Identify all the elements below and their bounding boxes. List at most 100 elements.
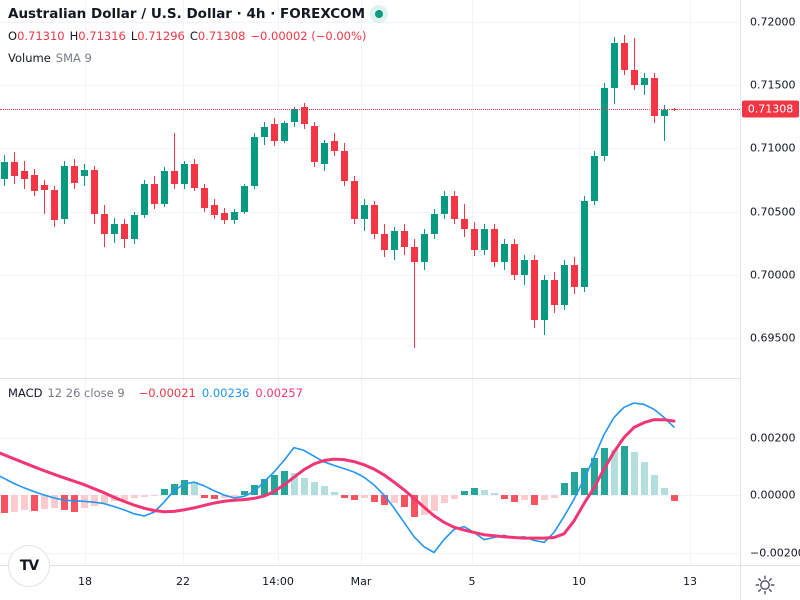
candle bbox=[651, 77, 658, 116]
macd-axis-label: 0.00000 bbox=[750, 488, 796, 502]
time-axis-label: 14:00 bbox=[262, 575, 294, 588]
macd-histogram-bar bbox=[601, 447, 608, 495]
candle bbox=[491, 229, 498, 263]
macd-histogram-bar bbox=[441, 495, 448, 504]
candle bbox=[241, 186, 248, 212]
macd-histogram-bar bbox=[321, 486, 328, 495]
volume-indicator-row[interactable]: Volume SMA 9 bbox=[8, 51, 383, 65]
time-axis-separator bbox=[0, 565, 800, 566]
vertical-gridline bbox=[472, 0, 473, 565]
macd-histogram-bar bbox=[191, 482, 198, 495]
macd-histogram-bar bbox=[241, 490, 248, 495]
market-status-dot-icon[interactable] bbox=[375, 10, 384, 18]
sun-icon[interactable] bbox=[753, 573, 777, 597]
open-label: O bbox=[8, 29, 18, 43]
macd-histogram-bar bbox=[161, 488, 168, 495]
macd-histogram-bar bbox=[101, 495, 108, 504]
time-axis-label: 5 bbox=[468, 575, 476, 588]
candle bbox=[481, 229, 488, 250]
macd-histogram-bar bbox=[71, 495, 78, 512]
macd-histogram-bar bbox=[211, 495, 218, 500]
candle bbox=[601, 87, 608, 156]
candle bbox=[371, 205, 378, 235]
candle bbox=[251, 137, 258, 187]
candle bbox=[201, 187, 208, 208]
candle bbox=[321, 143, 328, 164]
symbol-title[interactable]: Australian Dollar / U.S. Dollar · 4h · F… bbox=[8, 6, 366, 22]
macd-histogram-bar bbox=[611, 450, 618, 495]
candle bbox=[541, 279, 548, 321]
candle bbox=[301, 106, 308, 125]
macd-histogram-bar bbox=[111, 495, 118, 502]
macd-histogram-bar bbox=[401, 495, 408, 507]
candle-wick bbox=[174, 133, 175, 189]
macd-legend[interactable]: MACD 12 26 close 9 −0.00021 0.00236 0.00257 bbox=[8, 386, 303, 400]
chart-legend: Australian Dollar / U.S. Dollar · 4h · F… bbox=[8, 6, 384, 65]
time-axis-label: 10 bbox=[572, 575, 586, 588]
macd-histogram-bar bbox=[531, 495, 538, 505]
macd-params: 12 26 close 9 bbox=[47, 386, 125, 400]
macd-histogram-bar bbox=[351, 495, 358, 501]
candle-wick bbox=[44, 180, 45, 215]
macd-hist-value: −0.00021 bbox=[138, 386, 196, 400]
horizontal-gridline bbox=[0, 85, 740, 86]
candle bbox=[641, 77, 648, 86]
macd-histogram-bar bbox=[571, 472, 578, 495]
vertical-gridline bbox=[183, 0, 184, 565]
macd-histogram-bar bbox=[411, 495, 418, 518]
candle bbox=[231, 211, 238, 221]
macd-histogram-bar bbox=[501, 495, 508, 500]
tradingview-logo[interactable]: TV bbox=[8, 545, 50, 587]
macd-pane[interactable] bbox=[0, 378, 740, 565]
high-value: 0.71316 bbox=[78, 29, 126, 43]
price-axis-separator bbox=[740, 0, 741, 600]
macd-histogram-bar bbox=[651, 474, 658, 495]
macd-histogram-bar bbox=[361, 495, 368, 499]
candle bbox=[51, 190, 58, 221]
macd-histogram-bar bbox=[621, 446, 628, 495]
candle bbox=[561, 264, 568, 306]
macd-histogram-bar bbox=[1, 495, 8, 513]
macd-histogram-bar bbox=[391, 495, 398, 504]
time-axis[interactable]: 18 22 14:00 Mar 5 10 13 bbox=[0, 566, 740, 600]
candle bbox=[521, 259, 528, 275]
macd-histogram-bar bbox=[661, 487, 668, 495]
candle bbox=[451, 196, 458, 220]
volume-label: Volume bbox=[8, 51, 51, 65]
price-chart-pane[interactable] bbox=[0, 0, 740, 378]
candle bbox=[71, 166, 78, 183]
candle bbox=[261, 126, 268, 138]
pane-separator[interactable] bbox=[0, 378, 800, 379]
open-value: 0.71310 bbox=[17, 29, 65, 43]
candle bbox=[611, 43, 618, 88]
candle bbox=[281, 123, 288, 141]
time-axis-label: 13 bbox=[683, 575, 697, 588]
macd-histogram-bar bbox=[421, 495, 428, 516]
candle bbox=[421, 234, 428, 263]
vertical-gridline bbox=[579, 0, 580, 565]
macd-histogram-bar bbox=[281, 471, 288, 495]
macd-axis-label: 0.00200 bbox=[750, 431, 796, 445]
low-value: 0.71296 bbox=[137, 29, 185, 43]
macd-histogram-bar bbox=[541, 495, 548, 501]
macd-histogram-bar bbox=[91, 495, 98, 506]
macd-histogram-bar bbox=[481, 489, 488, 495]
candle bbox=[591, 155, 598, 202]
macd-histogram-bar bbox=[81, 495, 88, 509]
macd-histogram-bar bbox=[451, 495, 458, 500]
macd-histogram-bar bbox=[301, 477, 308, 495]
macd-histogram-bar bbox=[331, 491, 338, 495]
macd-histogram-bar bbox=[561, 482, 568, 495]
ohlc-row: O0.71310 H0.71316 L0.71296 C0.71308 −0.00002… bbox=[8, 29, 383, 43]
horizontal-gridline bbox=[0, 553, 740, 554]
price-axis[interactable]: 0.72000 0.71500 0.71000 0.70500 0.70000 0.695… bbox=[741, 0, 800, 565]
candle bbox=[461, 219, 468, 230]
macd-histogram-bar bbox=[201, 495, 208, 498]
macd-histogram-bar bbox=[551, 495, 558, 498]
vertical-gridline bbox=[690, 0, 691, 565]
macd-histogram-bar bbox=[311, 482, 318, 495]
candle bbox=[31, 174, 38, 192]
time-axis-label: 18 bbox=[78, 575, 92, 588]
candle bbox=[511, 244, 518, 275]
